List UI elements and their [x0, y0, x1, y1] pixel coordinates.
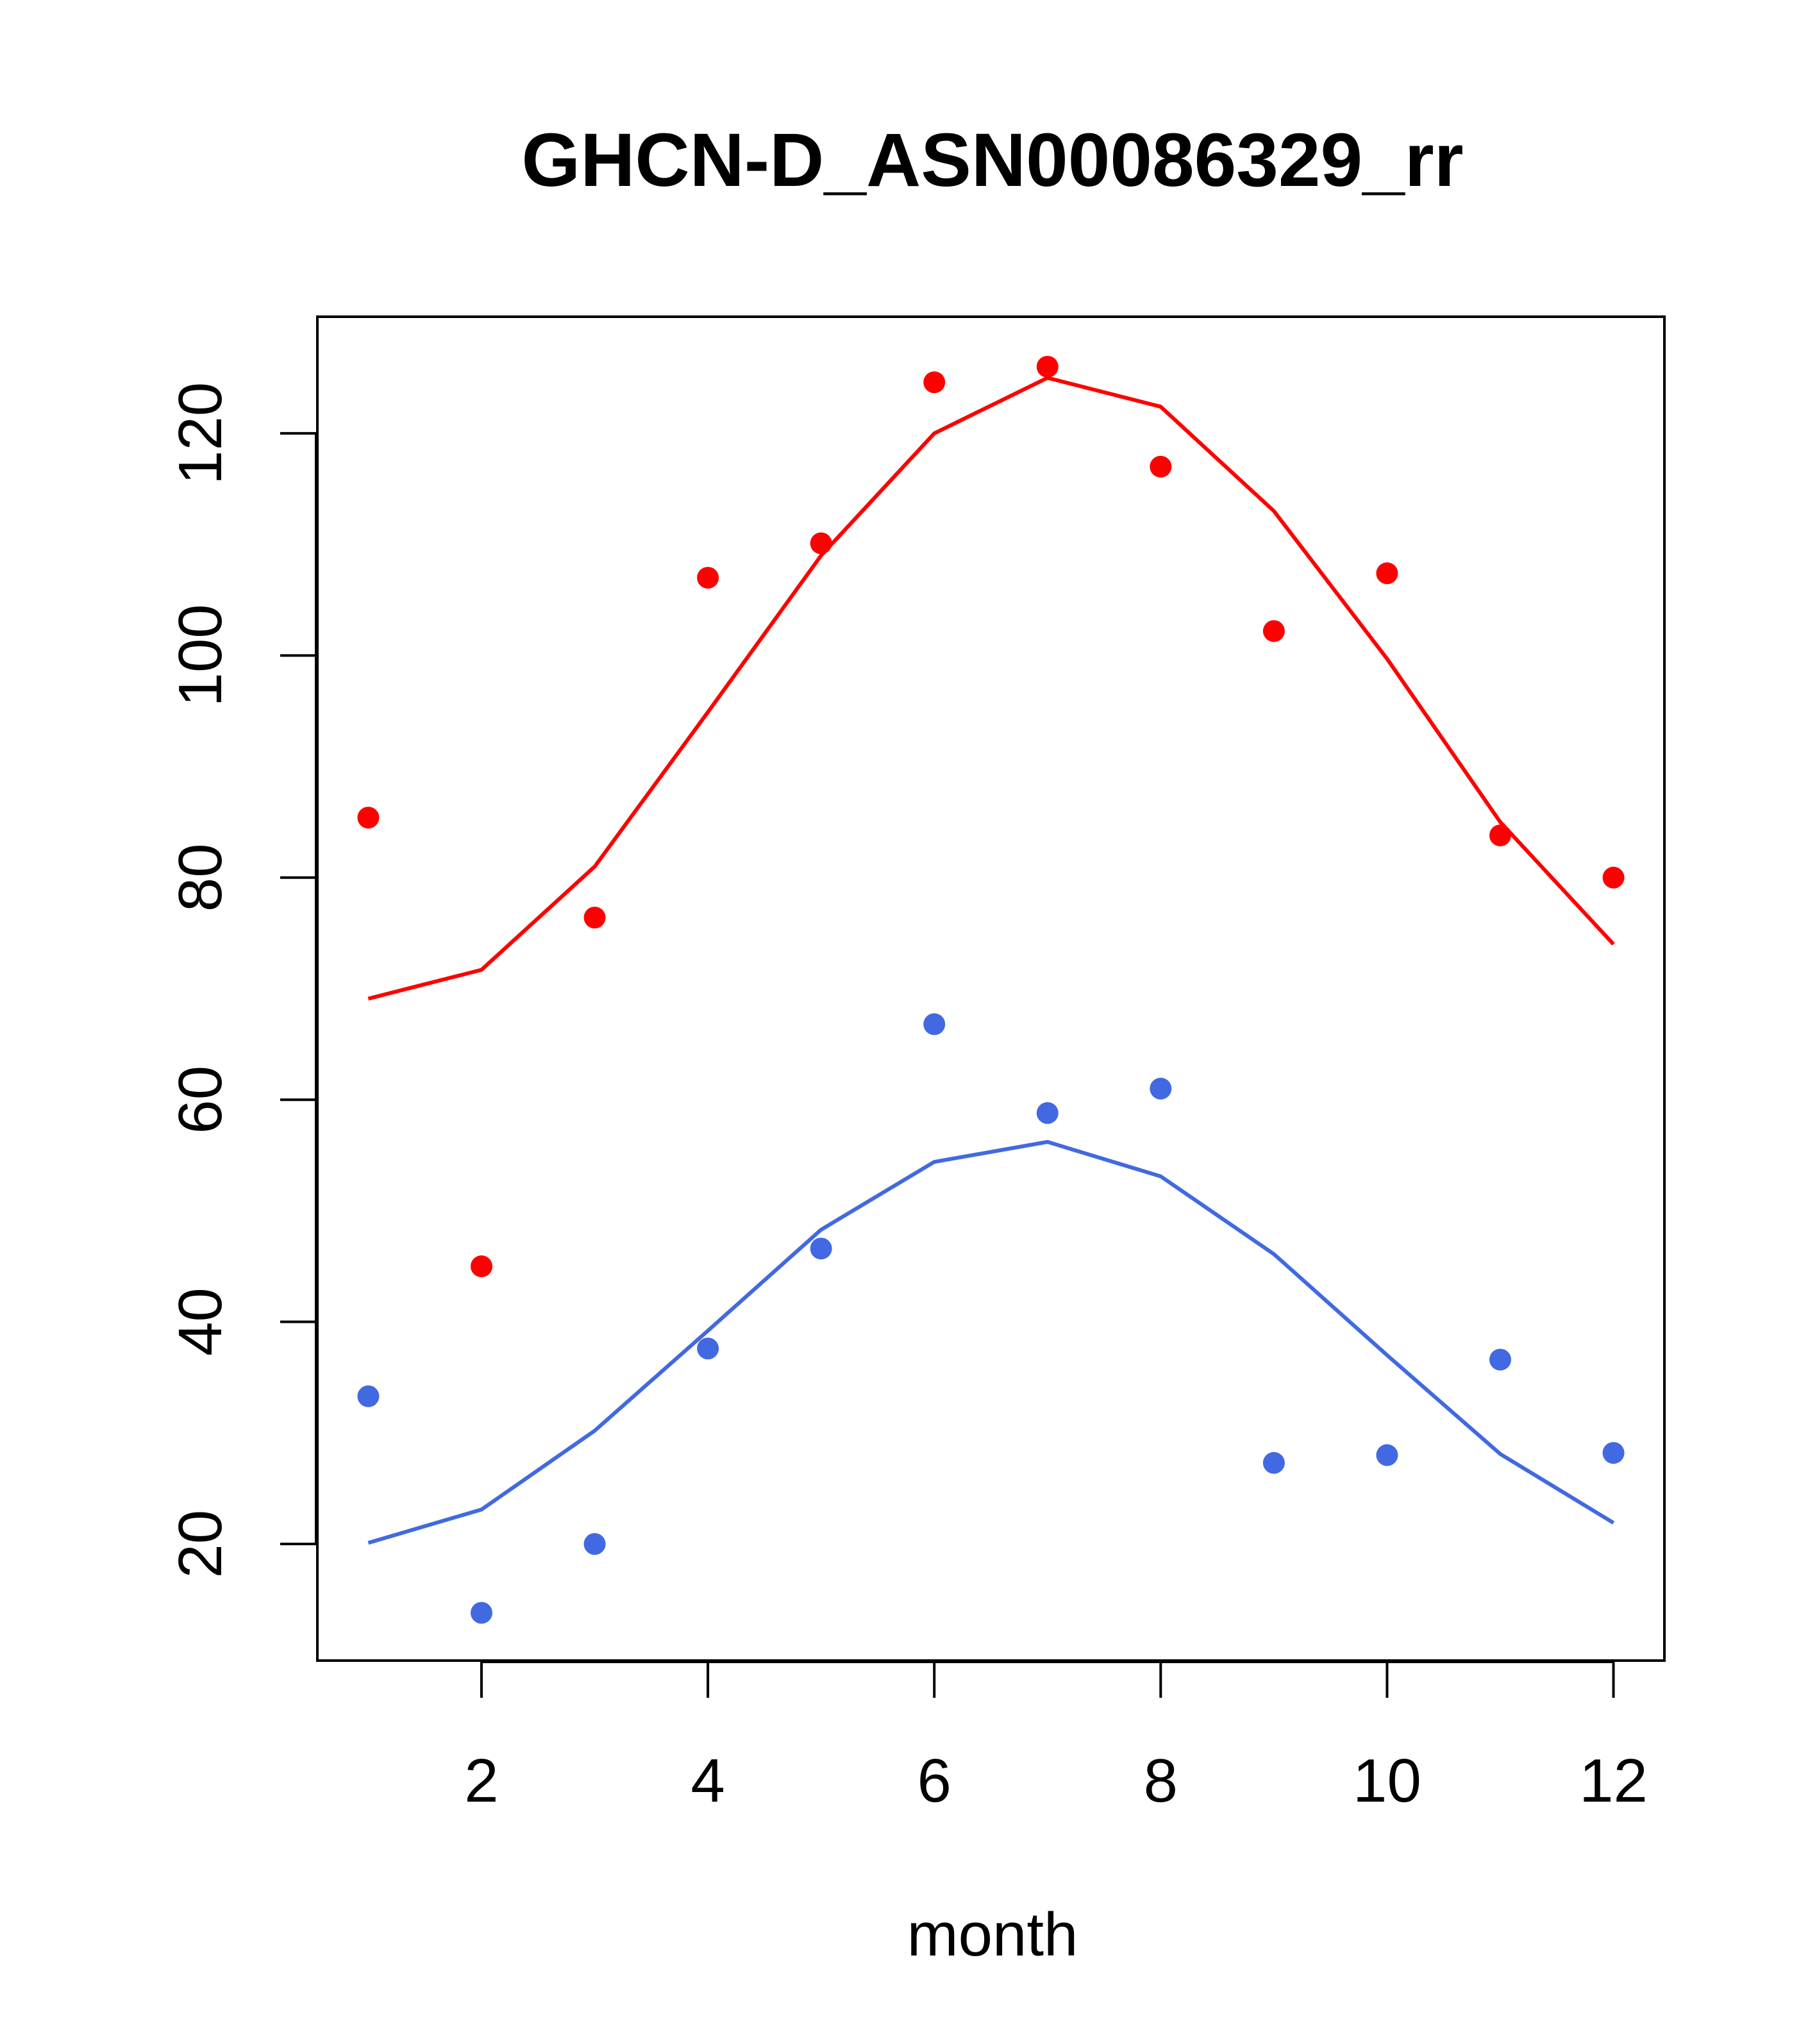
x-tick-label: 4	[691, 1747, 724, 1815]
series-2-point	[471, 1602, 493, 1624]
series-1-line	[367, 376, 1615, 1001]
x-tick-label: 8	[1144, 1747, 1178, 1815]
series-2-point	[1489, 1348, 1511, 1371]
series-1-point	[1262, 620, 1285, 642]
series-2-point	[583, 1533, 606, 1555]
series-2-point	[357, 1385, 380, 1407]
series-1-point	[923, 371, 946, 394]
series-1-point	[1036, 355, 1059, 378]
series-1-point	[1150, 455, 1172, 478]
series-1-point	[583, 907, 606, 929]
y-axis: 20 40 60 80 100 120	[166, 382, 317, 1579]
series-1-point	[357, 807, 380, 829]
series-2-point	[923, 1013, 946, 1035]
y-tick-label: 40	[166, 1287, 235, 1356]
series-1-point	[810, 532, 832, 555]
x-axis: 2 4 6 8 10 12	[464, 1661, 1648, 1815]
series-layer	[357, 355, 1625, 1624]
y-tick-label: 60	[166, 1066, 235, 1134]
series-2-point	[1262, 1452, 1285, 1474]
series-2-point	[1150, 1077, 1172, 1100]
series-1-point	[471, 1255, 493, 1278]
series-1-point	[1602, 866, 1625, 889]
series-2-point	[1602, 1442, 1625, 1464]
y-tick-label: 20	[166, 1510, 235, 1579]
chart-title: GHCN-D_ASN00086329_rr	[521, 118, 1463, 203]
x-tick-label: 2	[464, 1747, 498, 1815]
series-1-point	[697, 567, 719, 589]
plot-frame	[316, 315, 1666, 1662]
series-2-point	[697, 1337, 719, 1360]
series-2-point	[810, 1237, 832, 1260]
series-2-point	[1036, 1102, 1059, 1125]
x-tick-label: 12	[1579, 1747, 1648, 1815]
series-1-point	[1489, 824, 1511, 846]
y-tick-label: 80	[166, 843, 235, 912]
series-2-point	[1376, 1444, 1398, 1466]
y-tick-label: 100	[166, 604, 235, 707]
x-axis-label: month	[907, 1900, 1078, 1969]
series-2-line	[367, 1140, 1615, 1545]
series-1-point	[1376, 562, 1398, 585]
x-tick-label: 6	[917, 1747, 951, 1815]
y-tick-label: 120	[166, 382, 235, 485]
x-tick-label: 10	[1353, 1747, 1421, 1815]
